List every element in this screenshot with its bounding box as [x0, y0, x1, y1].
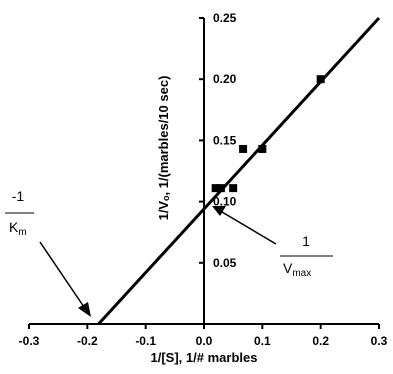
- y-tick-label: 0.05: [213, 256, 237, 270]
- vmax-annotation: 1 Vmax: [212, 206, 333, 279]
- km-annotation: -1 Km: [5, 188, 91, 317]
- x-tick-label: 0.3: [371, 334, 388, 348]
- vmax-denominator: Vmax: [283, 260, 311, 279]
- x-tick-label: 0.1: [254, 334, 271, 348]
- y-tick-label: 0.20: [213, 72, 237, 86]
- data-point: [216, 184, 225, 193]
- data-point: [211, 184, 220, 193]
- data-point: [229, 184, 238, 193]
- y-axis-ticks: 0.05 0.10 0.15 0.20 0.25: [199, 11, 237, 270]
- x-tick-label: -0.1: [135, 334, 156, 348]
- km-numerator: -1: [12, 188, 25, 204]
- y-axis-title: 1/Vₒ, 1/(marbles/10 sec): [156, 76, 171, 221]
- data-point: [239, 144, 248, 153]
- fit-line: [97, 16, 381, 326]
- vmax-numerator: 1: [302, 233, 310, 249]
- km-arrow-shaft: [39, 241, 85, 308]
- vmax-arrow-head: [212, 206, 226, 216]
- x-axis-title: 1/[S], 1/# marbles: [151, 350, 258, 365]
- y-tick-label: 0.25: [213, 11, 237, 25]
- data-point: [258, 144, 267, 153]
- y-tick-label: 0.15: [213, 133, 237, 147]
- x-tick-label: 0.2: [312, 334, 329, 348]
- x-tick-label: 0.0: [196, 334, 213, 348]
- x-axis-ticks: -0.3 -0.2 -0.1 0.0 0.1 0.2 0.3: [19, 324, 388, 348]
- y-tick-label: 0.10: [213, 195, 237, 209]
- vmax-arrow-shaft: [221, 211, 277, 245]
- data-point: [316, 75, 325, 84]
- x-tick-label: -0.2: [77, 334, 98, 348]
- x-tick-label: -0.3: [19, 334, 40, 348]
- km-arrow-head: [78, 302, 91, 317]
- data-points: [211, 75, 325, 193]
- km-denominator: Km: [9, 219, 27, 238]
